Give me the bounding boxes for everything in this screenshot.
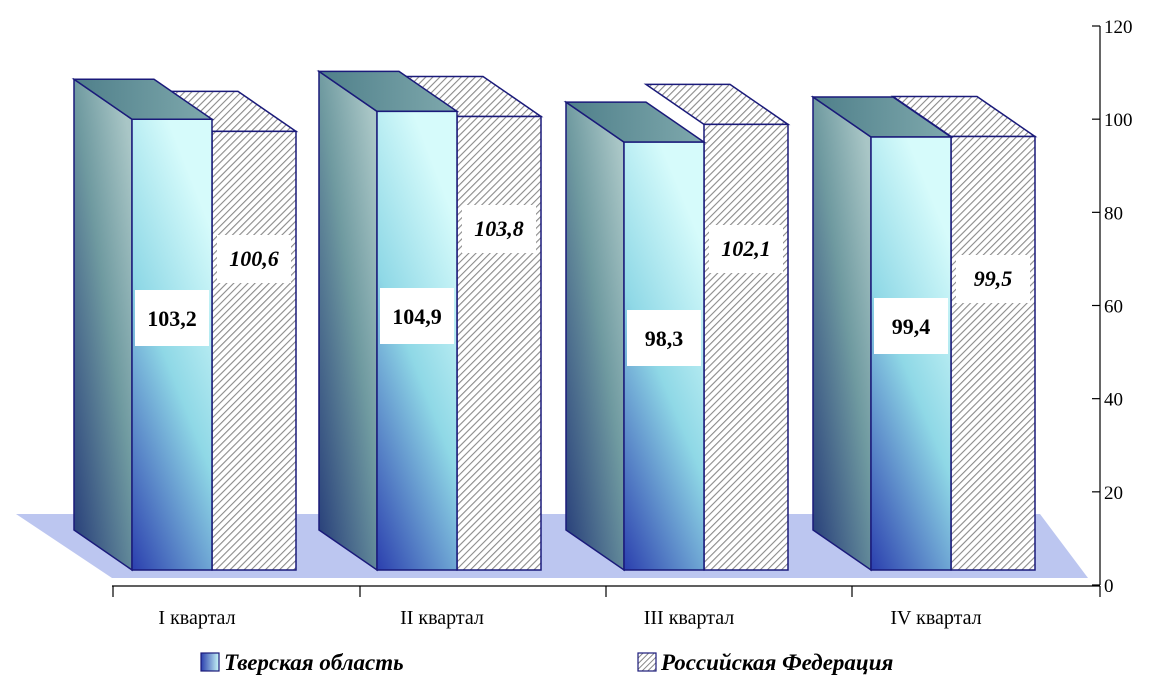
y-tick-label-0: 0: [1104, 576, 1114, 597]
data-label-series1-2: 104,9: [392, 304, 442, 329]
data-label-bg-series1-3: [627, 310, 701, 366]
data-label-bg-series1-1: [135, 290, 209, 346]
bar-series2-3: [703, 123, 789, 571]
data-label-bg-series2-3: [709, 225, 783, 273]
bar-side-series1-3: [565, 100, 625, 572]
bar-series2-1: [211, 130, 297, 571]
data-label-bg-series2-2: [462, 205, 536, 253]
data-label-bg-series1-4: [874, 298, 948, 354]
legend-swatch-series1: [200, 652, 220, 672]
data-label-series1-4: 99,4: [892, 314, 931, 339]
data-label-series2-4: 99,5: [974, 266, 1013, 291]
bar-side-series1-2: [318, 69, 378, 572]
bar-series2-2: [456, 115, 542, 571]
legend-label-series2: Российская Федерация: [660, 650, 893, 675]
data-label-series1-1: 103,2: [147, 306, 197, 331]
bar-side-series1-4: [812, 95, 872, 572]
y-tick-label-120: 120: [1104, 17, 1133, 38]
category-label-3: III квартал: [644, 607, 735, 629]
category-label-1: I квартал: [158, 607, 235, 629]
data-label-series2-2: 103,8: [474, 216, 524, 241]
bar-series2-4: [950, 135, 1036, 571]
category-label-4: IV квартал: [890, 607, 981, 629]
data-label-bg-series2-4: [956, 255, 1030, 303]
y-tick-label-100: 100: [1104, 110, 1133, 131]
data-label-series2-1: 100,6: [229, 246, 279, 271]
y-tick-label-20: 20: [1104, 483, 1123, 504]
legend-label-series1: Тверская область: [224, 650, 404, 675]
y-tick-label-60: 60: [1104, 297, 1123, 318]
data-label-bg-series1-2: [380, 288, 454, 344]
y-tick-label-40: 40: [1104, 390, 1123, 411]
legend-swatch-series2: [637, 652, 657, 672]
data-label-bg-series2-1: [217, 235, 291, 283]
data-label-series2-3: 102,1: [721, 236, 771, 261]
bar-side-series1-1: [73, 77, 133, 572]
y-tick-label-80: 80: [1104, 203, 1123, 224]
data-label-series1-3: 98,3: [645, 326, 684, 351]
category-label-2: II квартал: [400, 607, 484, 629]
